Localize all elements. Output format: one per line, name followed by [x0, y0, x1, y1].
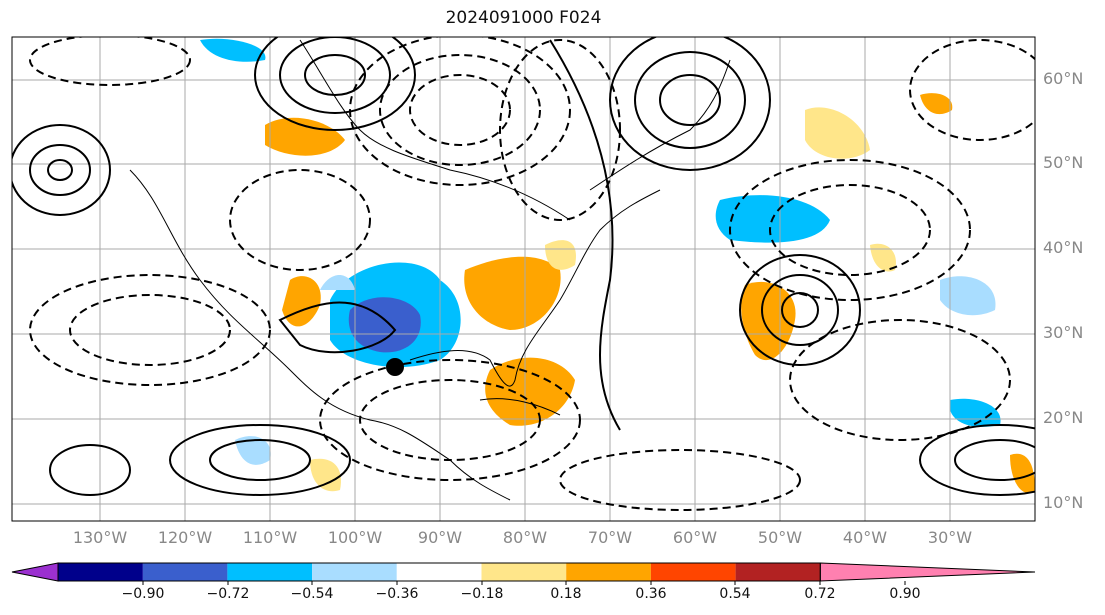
- lon-label: 60°W: [672, 528, 718, 547]
- colorbar-tick-label: −0.72: [206, 586, 250, 602]
- colorbar-tick-label: −0.18: [460, 586, 504, 602]
- lon-label: 50°W: [757, 528, 803, 547]
- colorbar-tick-label: 0.36: [635, 586, 667, 602]
- lon-label: 90°W: [417, 528, 463, 547]
- colorbar-segments: [11, 562, 1036, 582]
- colorbar-tick-label: 0.90: [889, 586, 921, 602]
- colorbar-segment: [312, 563, 397, 581]
- lon-label: 120°W: [157, 528, 213, 547]
- coastlines: [129, 39, 731, 501]
- colorbar-extend-low: [11, 562, 59, 582]
- lon-label: 110°W: [242, 528, 298, 547]
- lat-label: 10°N: [1043, 493, 1084, 512]
- positive-contours: [12, 37, 1035, 496]
- colorbar-tick-label: −0.54: [290, 586, 334, 602]
- weather-map: [11, 36, 1036, 522]
- colorbar-segment: [142, 563, 228, 581]
- storm-position-dot: [386, 358, 404, 376]
- lon-label: 130°W: [72, 528, 128, 547]
- lon-label: 70°W: [587, 528, 633, 547]
- colorbar-segment: [396, 563, 482, 581]
- colorbar-tick-label: 0.18: [550, 586, 582, 602]
- lat-label: 50°N: [1043, 153, 1084, 172]
- colorbar-extend-high: [819, 562, 1036, 582]
- colorbar-segment: [650, 563, 736, 581]
- colorbar-segment: [481, 563, 567, 581]
- colorbar-tick-label: 0.72: [804, 586, 836, 602]
- lat-label: 40°N: [1043, 238, 1084, 257]
- lon-label: 80°W: [502, 528, 548, 547]
- colorbar-outline: [57, 562, 821, 582]
- graticule: [12, 37, 1035, 521]
- anomaly-shading: [200, 38, 1035, 494]
- colorbar-tick-label: 0.54: [719, 586, 751, 602]
- colorbar-segment: [227, 563, 313, 581]
- colorbar-segment: [735, 563, 821, 581]
- lon-label: 100°W: [327, 528, 383, 547]
- colorbar-segment: [58, 563, 143, 581]
- colorbar-segment: [566, 563, 651, 581]
- lat-label: 20°N: [1043, 408, 1084, 427]
- negative-contours: [29, 37, 1035, 511]
- colorbar-ticks: [142, 581, 906, 585]
- colorbar-tick-label: −0.90: [121, 586, 165, 602]
- lon-label: 40°W: [842, 528, 888, 547]
- lat-label: 60°N: [1043, 69, 1084, 88]
- map-title: 2024091000 F024: [445, 8, 602, 28]
- colorbar-tick-label: −0.36: [375, 586, 419, 602]
- lon-label: 30°W: [927, 528, 973, 547]
- lat-label: 30°N: [1043, 323, 1084, 342]
